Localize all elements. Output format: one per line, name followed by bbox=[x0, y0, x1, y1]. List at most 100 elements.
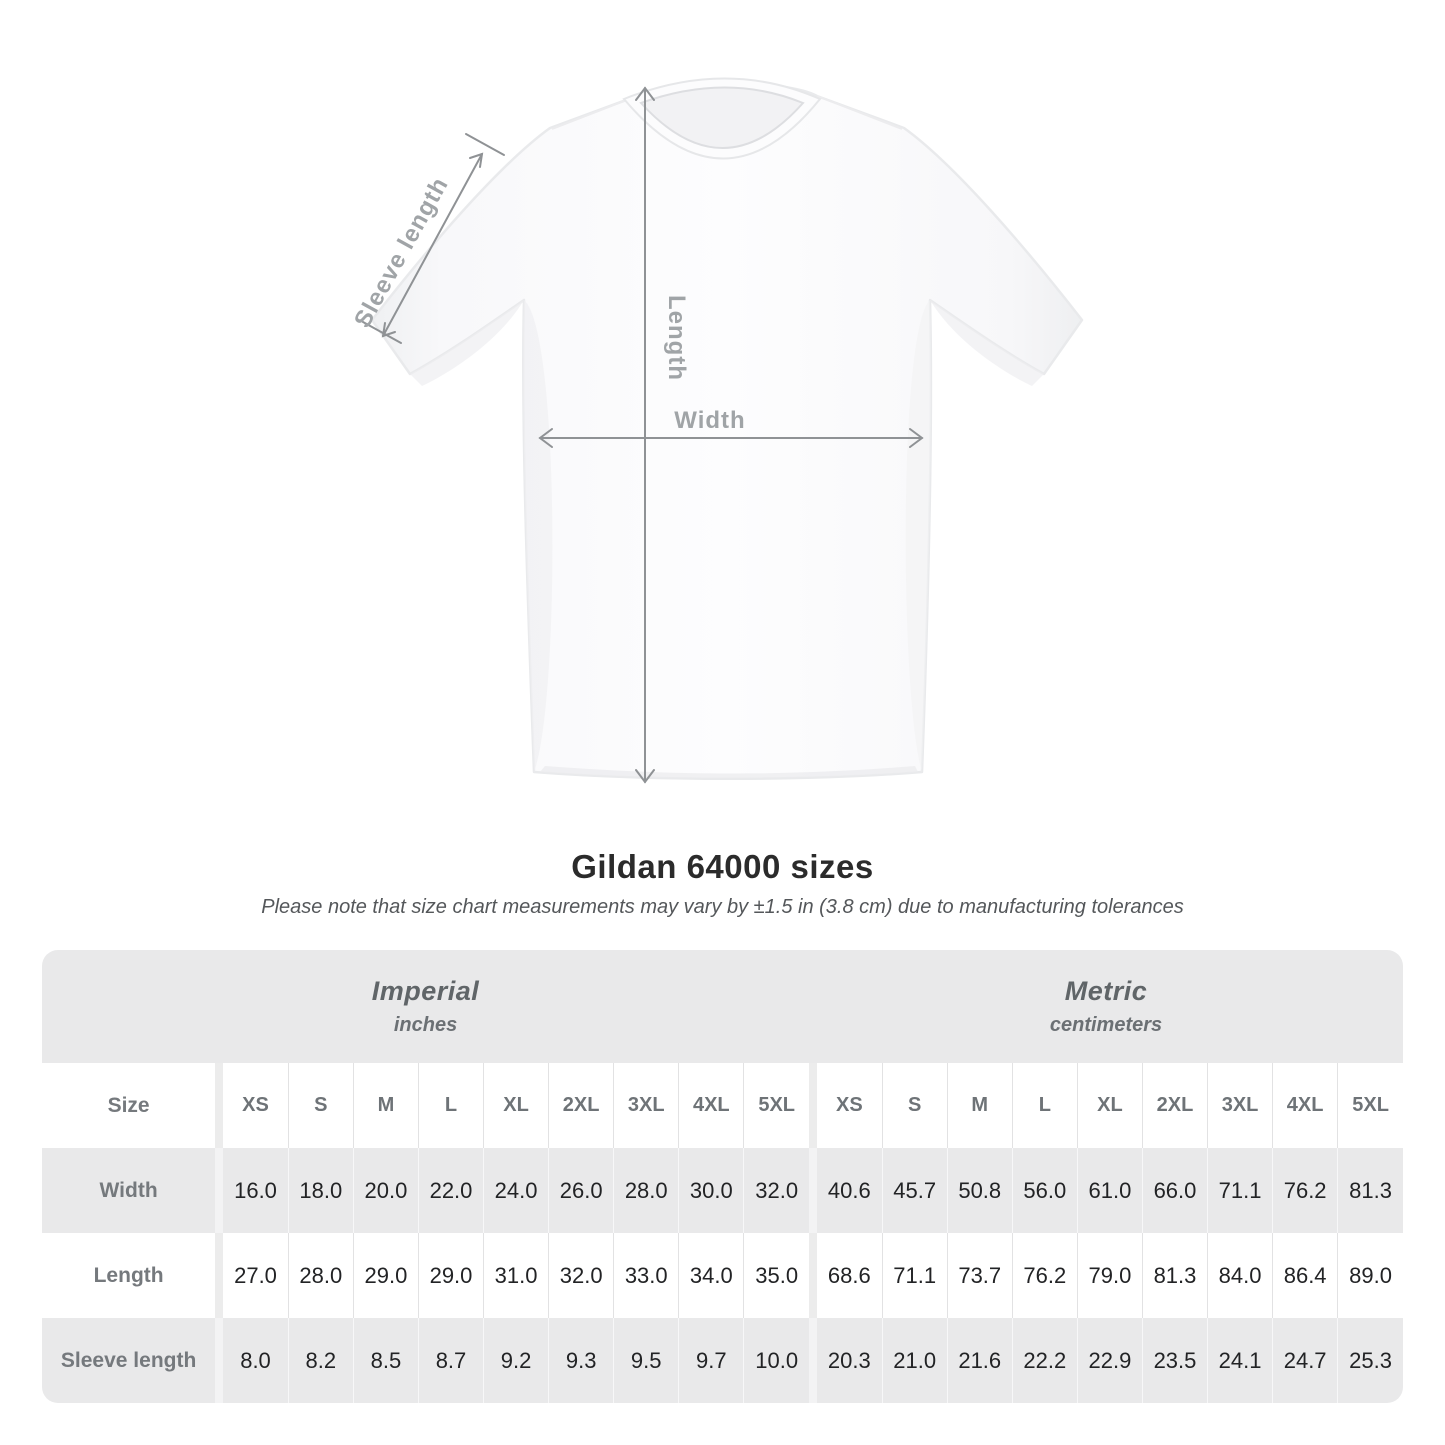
value-cell: 10.0 bbox=[743, 1318, 810, 1403]
value-cell: 61.0 bbox=[1076, 1148, 1143, 1233]
size-col-header: S bbox=[287, 1063, 354, 1148]
tshirt-illustration: Sleeve length Length Width bbox=[349, 77, 1084, 784]
column-gap bbox=[809, 1063, 818, 1148]
value-cell: 27.0 bbox=[234, 1262, 277, 1288]
value-cell: 32.0 bbox=[743, 1148, 810, 1233]
size-col-header: 5XL bbox=[1337, 1063, 1403, 1148]
value-cell: 68.6 bbox=[827, 1262, 871, 1288]
size-col-header: 2XL bbox=[1141, 1063, 1208, 1148]
value-cell: 56.0 bbox=[1011, 1148, 1078, 1233]
value-cell: 18.0 bbox=[287, 1148, 354, 1233]
value-cell: 8.5 bbox=[352, 1318, 419, 1403]
column-gap bbox=[215, 1063, 224, 1148]
value-cell: 32.0 bbox=[548, 1233, 614, 1318]
value-cell: 40.6 bbox=[827, 1177, 871, 1203]
row-label: Length bbox=[93, 1263, 164, 1287]
size-corner-header: Size bbox=[107, 1093, 150, 1117]
value-cell: 9.5 bbox=[613, 1318, 679, 1403]
column-gap bbox=[809, 1148, 818, 1233]
size-col-header: 4XL bbox=[1272, 1063, 1338, 1148]
value-cell: 24.1 bbox=[1207, 1318, 1273, 1403]
value-cell: 21.0 bbox=[881, 1318, 948, 1403]
width-arrow bbox=[538, 428, 924, 448]
page-title: Gildan 64000 sizes bbox=[571, 848, 874, 885]
length-arrow bbox=[635, 86, 655, 784]
row-label: Sleeve length bbox=[60, 1348, 197, 1372]
value-cell: 20.0 bbox=[352, 1148, 419, 1233]
tshirt-shape bbox=[370, 77, 1084, 780]
value-cell: 25.3 bbox=[1337, 1318, 1403, 1403]
value-cell: 21.6 bbox=[946, 1318, 1013, 1403]
column-gap bbox=[215, 1148, 224, 1233]
size-col-header: 5XL bbox=[743, 1063, 810, 1148]
value-cell: 29.0 bbox=[352, 1233, 419, 1318]
value-cell: 76.2 bbox=[1011, 1233, 1078, 1318]
size-col-header: S bbox=[881, 1063, 948, 1148]
size-col-header: 2XL bbox=[548, 1063, 614, 1148]
size-header-row: Size XS S M L XL 2XL 3XL 4XL 5XL XS S M … bbox=[42, 1063, 1403, 1148]
value-cell: 28.0 bbox=[287, 1233, 354, 1318]
size-col-header: 3XL bbox=[1207, 1063, 1273, 1148]
value-cell: 71.1 bbox=[1207, 1148, 1273, 1233]
value-cell: 28.0 bbox=[613, 1148, 679, 1233]
value-cell: 9.7 bbox=[678, 1318, 744, 1403]
table-row-length: Length 27.0 28.0 29.0 29.0 31.0 32.0 33.… bbox=[42, 1233, 1403, 1318]
size-table-grid: Imperial inches Metric centimeters Size … bbox=[42, 950, 1403, 1403]
size-col-header: 3XL bbox=[613, 1063, 679, 1148]
metric-section-header: Metric centimeters bbox=[809, 950, 1403, 1063]
size-col-header: XL bbox=[1076, 1063, 1143, 1148]
size-col-header: XS bbox=[835, 1094, 863, 1116]
tshirt-diagram: Sleeve length Length Width bbox=[349, 77, 1084, 784]
value-cell: 8.7 bbox=[417, 1318, 484, 1403]
value-cell: 22.2 bbox=[1011, 1318, 1078, 1403]
column-gap bbox=[215, 1318, 224, 1403]
value-cell: 20.3 bbox=[827, 1347, 871, 1373]
length-diagram-label: Length bbox=[663, 295, 690, 381]
value-cell: 8.0 bbox=[240, 1347, 271, 1373]
value-cell: 89.0 bbox=[1337, 1233, 1403, 1318]
value-cell: 76.2 bbox=[1272, 1148, 1338, 1233]
value-cell: 26.0 bbox=[548, 1148, 614, 1233]
value-cell: 79.0 bbox=[1076, 1233, 1143, 1318]
size-col-header: M bbox=[946, 1063, 1013, 1148]
value-cell: 81.3 bbox=[1141, 1233, 1208, 1318]
imperial-section-header: Imperial inches bbox=[42, 950, 810, 1063]
value-cell: 71.1 bbox=[881, 1233, 948, 1318]
value-cell: 9.2 bbox=[483, 1318, 549, 1403]
size-col-header: XL bbox=[483, 1063, 549, 1148]
value-cell: 16.0 bbox=[234, 1177, 277, 1203]
width-diagram-label: Width bbox=[674, 407, 745, 434]
size-table: Imperial inches Metric centimeters Size … bbox=[42, 950, 1403, 1403]
value-cell: 84.0 bbox=[1207, 1233, 1273, 1318]
value-cell: 50.8 bbox=[946, 1148, 1013, 1233]
value-cell: 33.0 bbox=[613, 1233, 679, 1318]
table-row-width: Width 16.0 18.0 20.0 22.0 24.0 26.0 28.0… bbox=[42, 1148, 1403, 1233]
imperial-unit: inches bbox=[393, 1014, 458, 1036]
column-gap bbox=[215, 1233, 224, 1318]
imperial-title: Imperial bbox=[371, 976, 480, 1006]
value-cell: 73.7 bbox=[946, 1233, 1013, 1318]
column-gap bbox=[809, 1318, 818, 1403]
unit-header-row: Imperial inches Metric centimeters bbox=[42, 950, 1403, 1063]
value-cell: 45.7 bbox=[881, 1148, 948, 1233]
value-cell: 86.4 bbox=[1272, 1233, 1338, 1318]
row-label: Width bbox=[99, 1178, 158, 1202]
value-cell: 31.0 bbox=[483, 1233, 549, 1318]
tolerance-note: Please note that size chart measurements… bbox=[261, 896, 1184, 918]
value-cell: 24.7 bbox=[1272, 1318, 1338, 1403]
value-cell: 35.0 bbox=[743, 1233, 810, 1318]
column-gap bbox=[809, 1233, 818, 1318]
metric-title: Metric bbox=[1064, 976, 1148, 1006]
value-cell: 81.3 bbox=[1337, 1148, 1403, 1233]
value-cell: 66.0 bbox=[1141, 1148, 1208, 1233]
size-col-header: L bbox=[417, 1063, 484, 1148]
value-cell: 24.0 bbox=[483, 1148, 549, 1233]
size-col-header: 4XL bbox=[678, 1063, 744, 1148]
size-col-header: M bbox=[352, 1063, 419, 1148]
sleeve-length-arrow bbox=[362, 133, 505, 344]
value-cell: 9.3 bbox=[548, 1318, 614, 1403]
value-cell: 29.0 bbox=[417, 1233, 484, 1318]
table-row-sleeve-length: Sleeve length 8.0 8.2 8.5 8.7 9.2 9.3 9.… bbox=[42, 1318, 1403, 1403]
dimension-arrows bbox=[362, 86, 924, 784]
